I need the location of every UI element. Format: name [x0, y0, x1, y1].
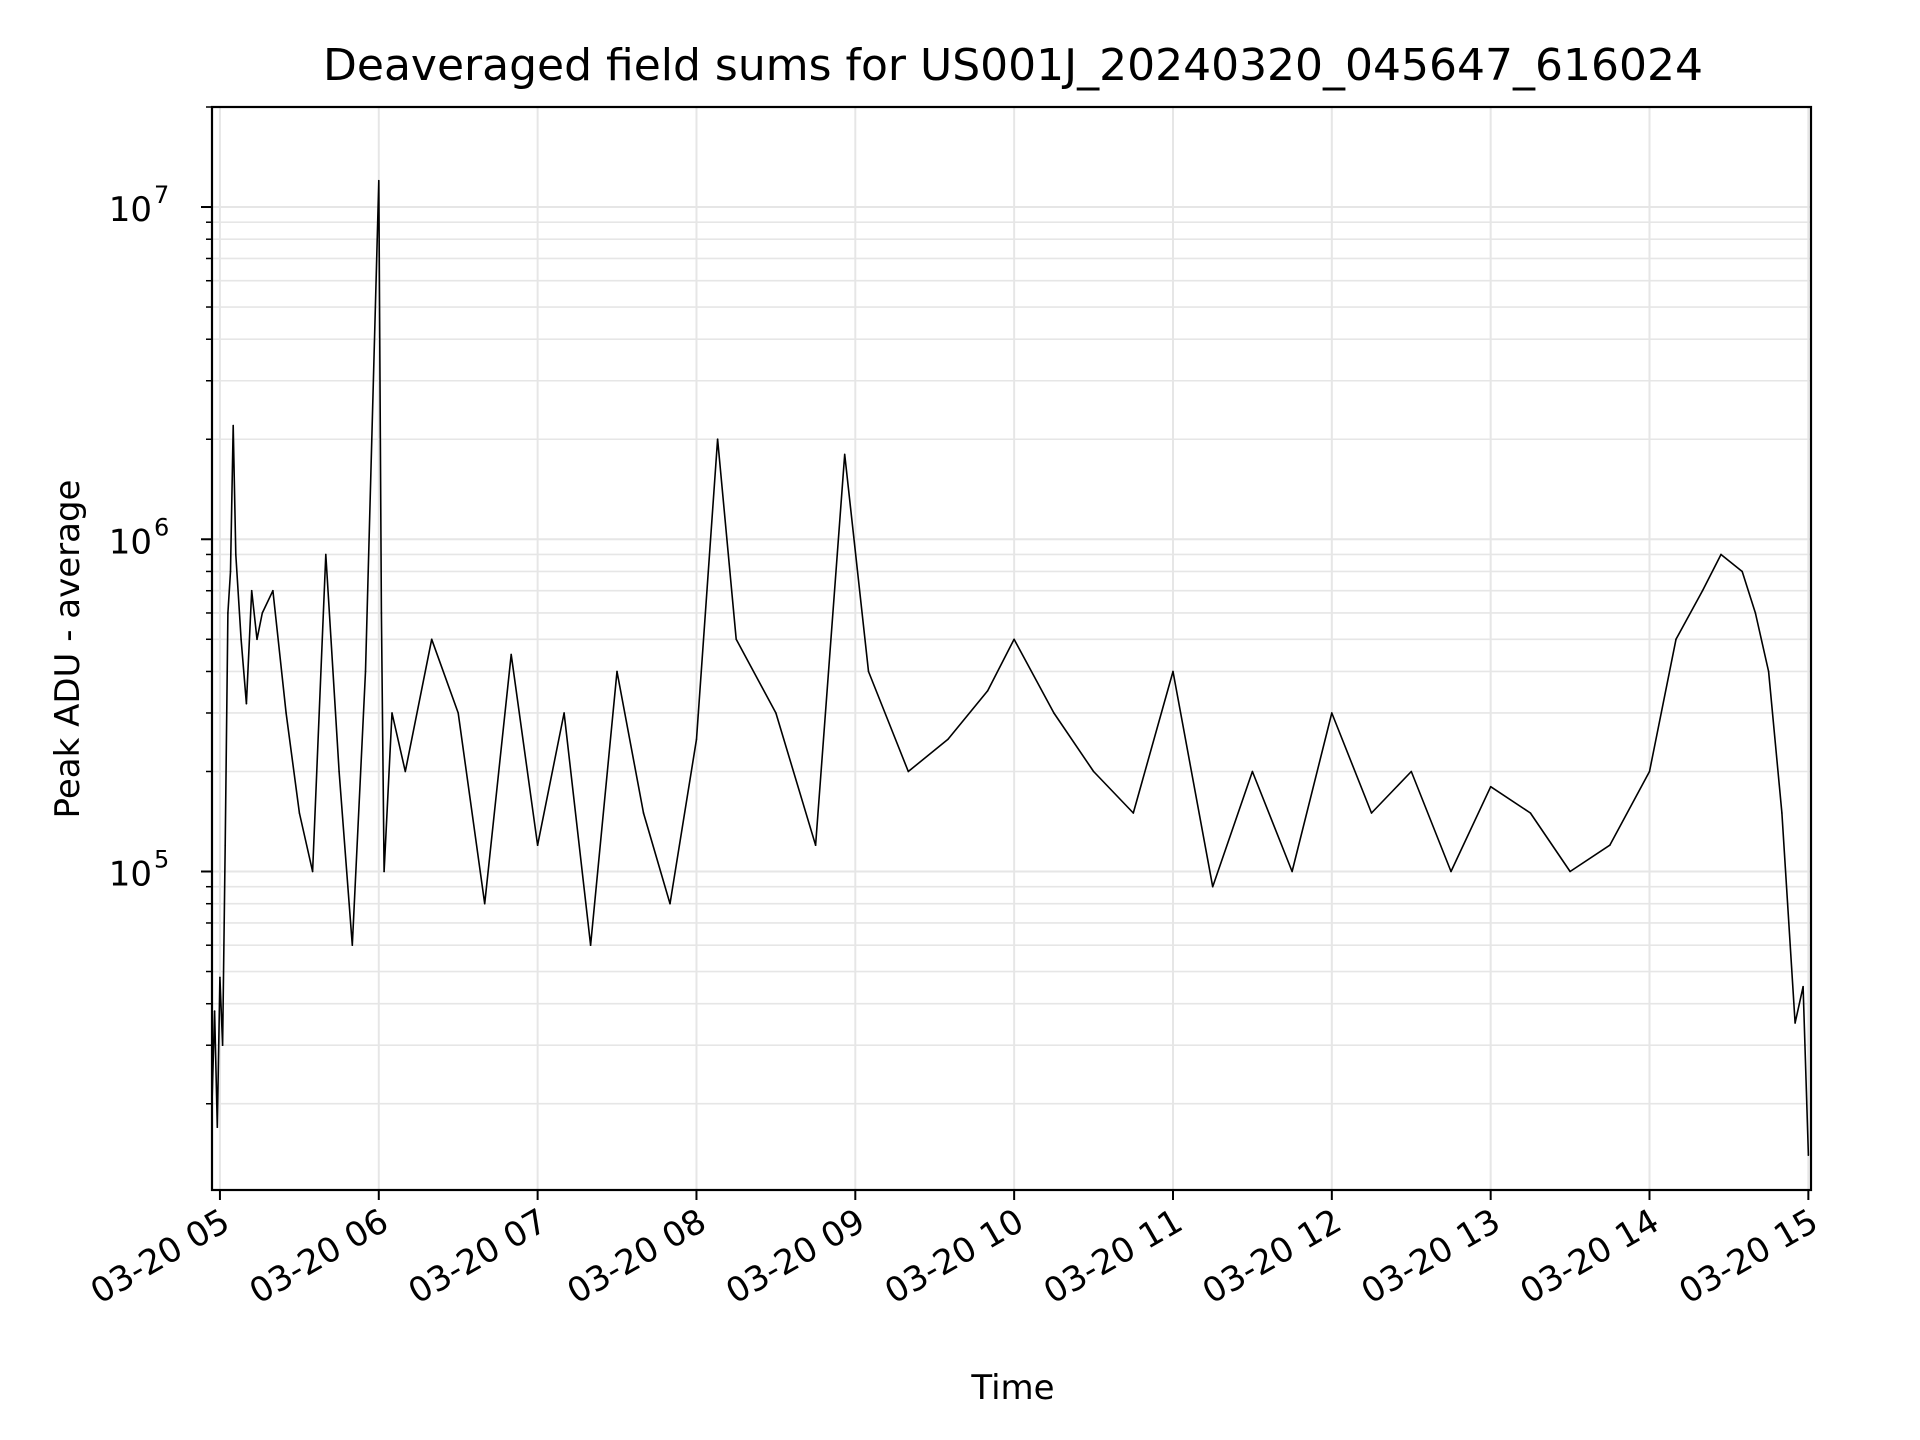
data-point	[224, 844, 227, 846]
data-point	[311, 870, 314, 873]
data-point	[483, 902, 486, 905]
data-point	[1609, 844, 1611, 846]
y-tick-label: 10	[109, 190, 152, 230]
data-point	[1569, 870, 1571, 873]
y-tick-exponent: 5	[154, 846, 169, 874]
data-point	[867, 670, 870, 673]
x-axis-label: Time	[970, 1368, 1054, 1408]
data-point	[642, 812, 645, 814]
data-point	[986, 689, 989, 692]
data-point	[250, 589, 253, 592]
data-point	[735, 638, 737, 641]
data-point	[695, 738, 698, 741]
data-point	[1802, 985, 1804, 988]
data-point	[1529, 812, 1532, 814]
data-point	[814, 844, 817, 846]
data-point	[229, 570, 232, 573]
data-point	[219, 976, 221, 979]
data-point	[1720, 553, 1722, 556]
data-point	[1092, 770, 1095, 773]
data-point	[1794, 1022, 1796, 1024]
data-point	[221, 1044, 224, 1047]
data-point	[510, 653, 512, 656]
y-tick-exponent: 7	[154, 181, 169, 209]
data-point	[240, 638, 242, 641]
plot-frame	[210, 105, 1813, 1192]
data-point	[383, 870, 385, 873]
data-point	[216, 1126, 219, 1128]
data-point	[1675, 638, 1677, 641]
data-point	[1807, 1154, 1810, 1157]
data-point	[947, 738, 949, 741]
data-point	[380, 612, 383, 614]
data-point	[430, 638, 433, 641]
grid	[212, 106, 1811, 1190]
data-point	[256, 638, 258, 641]
y-tick-label: 10	[109, 855, 152, 895]
data-point	[404, 770, 407, 773]
data-point	[1450, 870, 1452, 873]
data-point	[1132, 812, 1135, 814]
data-point	[1211, 885, 1214, 888]
data-point	[1251, 770, 1254, 773]
data-point	[589, 944, 592, 947]
data-point	[1053, 712, 1055, 714]
y-axis-label: Peak ADU - average	[48, 480, 88, 819]
data-point	[1648, 770, 1651, 773]
data-point	[232, 424, 234, 427]
data-point	[325, 553, 327, 556]
data-point	[351, 944, 354, 947]
data-point	[1741, 570, 1743, 573]
data-point	[563, 712, 565, 714]
data-point	[227, 612, 229, 614]
chart-title: Deaveraged field sums for US001J_2024032…	[323, 40, 1703, 91]
data-point	[1331, 712, 1333, 714]
data-point	[1754, 612, 1757, 614]
data-point	[391, 712, 393, 714]
data-point	[1489, 785, 1492, 788]
data-point	[1370, 812, 1373, 814]
data-point	[669, 902, 671, 905]
data-point	[338, 770, 340, 773]
data-point	[1410, 770, 1413, 773]
y-tick-label: 10	[109, 522, 152, 562]
data-point	[1013, 638, 1015, 641]
data-point	[616, 670, 618, 673]
data-point	[457, 712, 460, 714]
data-point	[235, 553, 237, 556]
data-point	[1767, 670, 1770, 673]
data-point	[213, 1010, 216, 1012]
data-point	[1291, 870, 1293, 873]
data-point	[716, 438, 719, 441]
data-point	[377, 179, 380, 182]
data-point	[272, 589, 274, 592]
series-group	[211, 179, 1810, 1157]
data-point	[1172, 670, 1174, 673]
data-point	[1701, 589, 1704, 592]
data-point	[536, 844, 539, 846]
data-point	[285, 712, 287, 714]
data-point	[775, 712, 777, 714]
data-point	[907, 770, 910, 773]
data-point	[261, 612, 264, 614]
data-point	[298, 812, 301, 814]
y-tick-exponent: 6	[154, 513, 169, 541]
data-point	[843, 453, 846, 456]
data-point	[364, 670, 367, 673]
data-point	[245, 702, 248, 705]
data-point	[1781, 812, 1783, 814]
